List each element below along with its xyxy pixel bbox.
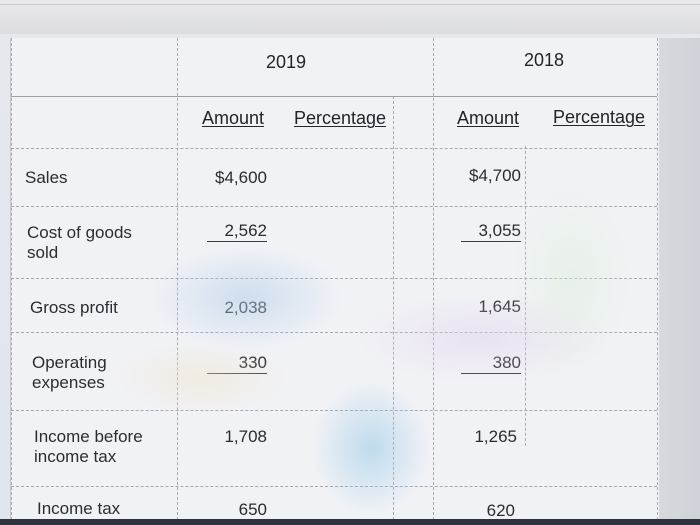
row-divider — [11, 278, 657, 279]
cogs-amount-2019: 2,562 — [207, 220, 267, 242]
gross-profit-amount-2019: 2,038 — [224, 298, 267, 317]
background-edge-line — [0, 4, 700, 5]
gross-profit-amount-2018: 1,645 — [478, 297, 521, 316]
income-before-tax-amount-2019: 1,708 — [224, 427, 267, 446]
income-tax-amount-2019: 650 — [207, 499, 267, 521]
column-divider — [11, 38, 12, 525]
column-divider — [525, 146, 526, 446]
column-divider — [433, 38, 434, 525]
screen-bezel — [658, 38, 700, 525]
row-label-income-before-income-tax: Income before income tax — [34, 427, 143, 466]
row-label-income-tax: Income tax — [37, 499, 121, 518]
column-header-percentage-2018: Percentage — [553, 107, 646, 127]
screen-bottom-edge — [0, 519, 700, 525]
row-divider — [11, 332, 657, 333]
column-divider — [177, 38, 178, 525]
column-header-amount-2018: Amount — [457, 108, 520, 128]
sales-amount-2018: $4,700 — [469, 166, 521, 185]
row-divider — [11, 96, 657, 97]
operating-expenses-amount-2019: 330 — [207, 352, 267, 374]
row-label-sales: Sales — [25, 168, 68, 187]
year-header-2019: 2019 — [266, 52, 307, 72]
row-divider — [11, 486, 657, 487]
row-label-gross-profit: Gross profit — [30, 298, 118, 317]
column-divider — [657, 38, 658, 525]
row-divider — [11, 410, 657, 411]
income-before-tax-amount-2018: 1,265 — [474, 427, 517, 446]
operating-expenses-amount-2018: 380 — [461, 352, 521, 374]
cogs-amount-2018: 3,055 — [461, 220, 521, 242]
column-header-amount-2019: Amount — [202, 108, 265, 128]
column-header-percentage-2019: Percentage — [294, 108, 387, 128]
column-divider — [393, 96, 394, 525]
photo-background-top — [0, 0, 700, 34]
sales-amount-2019: $4,600 — [215, 168, 267, 187]
year-header-2018: 2018 — [524, 50, 565, 70]
row-divider — [11, 206, 657, 207]
row-label-operating-expenses: Operating expenses — [32, 353, 107, 392]
row-label-cost-of-goods-sold: Cost of goods sold — [27, 223, 132, 262]
row-divider — [11, 148, 657, 149]
income-statement-table: 2019 2018 Amount Percentage Amount Perce… — [10, 38, 659, 525]
